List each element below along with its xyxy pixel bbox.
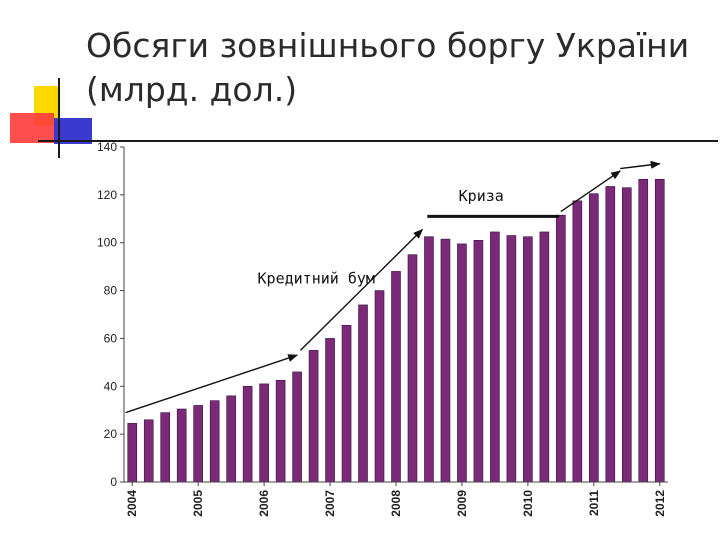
y-tick-label: 60 bbox=[104, 331, 118, 345]
y-tick-label: 140 bbox=[97, 140, 117, 154]
bar bbox=[638, 179, 649, 483]
bar bbox=[127, 423, 138, 483]
annotation-label: Криза bbox=[459, 187, 504, 205]
y-tick-label: 120 bbox=[97, 188, 117, 202]
bar bbox=[523, 236, 533, 483]
bar bbox=[209, 400, 220, 483]
x-tick-label: 2006 bbox=[257, 490, 271, 517]
bar bbox=[654, 179, 665, 483]
x-tick-label: 2004 bbox=[125, 490, 139, 517]
x-tick-label: 2005 bbox=[191, 490, 205, 517]
deco-vertical-line bbox=[58, 78, 60, 158]
bar bbox=[341, 324, 352, 483]
y-tick-label: 20 bbox=[104, 427, 118, 441]
bar bbox=[275, 380, 286, 483]
x-tick-label: 2008 bbox=[389, 490, 403, 517]
bar bbox=[589, 193, 599, 483]
bar bbox=[193, 405, 203, 483]
x-tick-label: 2012 bbox=[653, 490, 667, 517]
annotations: Кредитний бум Криза bbox=[125, 160, 661, 414]
bar bbox=[308, 350, 319, 483]
y-tick-label: 0 bbox=[110, 475, 117, 489]
slide-title-line1: Обсяги зовнішнього боргу України bbox=[86, 26, 690, 65]
trend-arrow bbox=[299, 228, 424, 351]
bar bbox=[160, 412, 171, 483]
bar bbox=[572, 200, 583, 483]
bar bbox=[176, 408, 187, 483]
bar bbox=[242, 385, 253, 483]
bar bbox=[605, 186, 616, 483]
bar bbox=[407, 254, 418, 483]
bar bbox=[473, 240, 484, 483]
deco-red-bar bbox=[10, 113, 54, 143]
x-axis: 2004 2005 2006 2007 2008 2009 2010 2011 2012 bbox=[124, 481, 668, 517]
annotation-label: Кредитний бум bbox=[258, 269, 375, 287]
y-axis: 0 20 40 60 80 100 120 140 bbox=[97, 140, 125, 489]
trend-arrow bbox=[560, 170, 622, 213]
trend-arrow bbox=[620, 160, 661, 170]
trend-arrow bbox=[125, 354, 299, 414]
bar bbox=[358, 304, 368, 483]
bar bbox=[259, 383, 269, 483]
bar bbox=[457, 243, 467, 483]
slide-title: Обсяги зовнішнього боргу України (млрд. … bbox=[86, 24, 706, 112]
bar bbox=[143, 419, 154, 483]
bar bbox=[325, 338, 335, 483]
bar bbox=[292, 371, 302, 483]
deco-horizontal-line bbox=[38, 140, 718, 142]
deco-blue-bar bbox=[54, 118, 92, 144]
x-tick-label: 2010 bbox=[521, 490, 535, 517]
bar bbox=[490, 231, 500, 483]
bar bbox=[440, 238, 451, 483]
y-tick-label: 80 bbox=[104, 284, 118, 298]
bar bbox=[556, 214, 566, 483]
x-tick-label: 2007 bbox=[323, 490, 337, 517]
y-tick-label: 100 bbox=[97, 236, 117, 250]
slide-title-line2: (млрд. дол.) bbox=[86, 70, 298, 109]
x-tick-label: 2011 bbox=[587, 490, 601, 516]
bar bbox=[391, 271, 401, 483]
bar bbox=[226, 395, 236, 483]
bars bbox=[127, 179, 665, 483]
bar bbox=[374, 290, 385, 483]
bar bbox=[506, 235, 517, 483]
bar bbox=[424, 236, 434, 483]
y-tick-label: 40 bbox=[104, 379, 118, 393]
bar bbox=[621, 187, 632, 483]
bar bbox=[539, 231, 550, 483]
x-tick-label: 2009 bbox=[455, 490, 469, 517]
